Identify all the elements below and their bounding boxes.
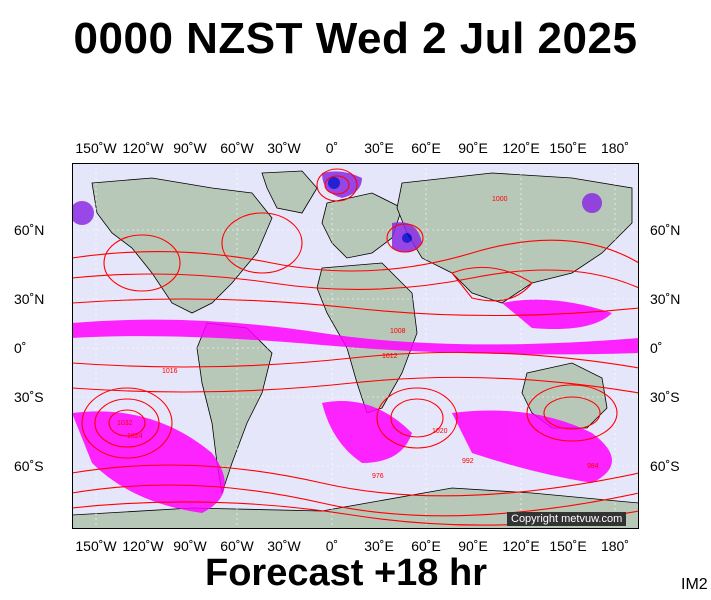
lon-label-top: 120˚W xyxy=(122,140,164,156)
lat-label-right: 30˚N xyxy=(650,291,681,307)
lat-label-right: 0˚ xyxy=(650,340,663,356)
lon-label-bottom: 30˚W xyxy=(267,538,301,554)
isobar-label: 1024 xyxy=(127,433,143,440)
lon-label-bottom: 60˚E xyxy=(411,538,441,554)
lon-label-top: 150˚E xyxy=(549,140,587,156)
graticule xyxy=(72,163,639,529)
lon-label-top: 30˚W xyxy=(267,140,301,156)
weather-map: 1016 1024 1032 1008 1000 1012 992 984 97… xyxy=(72,163,639,529)
lon-label-top: 90˚E xyxy=(458,140,488,156)
lat-label-right: 30˚S xyxy=(650,389,680,405)
lat-label-left: 60˚S xyxy=(14,458,44,474)
isobar-label: 1012 xyxy=(382,353,398,360)
isobar-label: 1016 xyxy=(162,368,178,375)
lon-label-bottom: 120˚E xyxy=(502,538,540,554)
lon-label-bottom: 30˚E xyxy=(364,538,394,554)
forecast-label: Forecast +18 hr xyxy=(205,552,487,594)
lon-label-top: 150˚W xyxy=(75,140,117,156)
lon-label-top: 60˚W xyxy=(220,140,254,156)
greenland xyxy=(261,170,318,214)
australia xyxy=(521,362,608,429)
lon-label-top: 0˚ xyxy=(325,140,339,156)
north-america xyxy=(91,177,273,314)
image-code: IM2 xyxy=(681,576,708,593)
isobar-label: 1000 xyxy=(492,196,508,203)
map-canvas: 1016 1024 1032 1008 1000 1012 992 984 97… xyxy=(72,163,639,529)
map-title: 0000 NZST Wed 2 Jul 2025 xyxy=(73,14,638,63)
lon-label-bottom: 90˚E xyxy=(458,538,488,554)
isobar-label: 1020 xyxy=(432,428,448,435)
isobar-label: 984 xyxy=(587,463,599,470)
europe xyxy=(321,192,403,259)
lon-label-bottom: 180˚ xyxy=(600,538,630,554)
lat-label-right: 60˚S xyxy=(650,458,680,474)
isobars xyxy=(72,168,639,526)
asia xyxy=(396,172,633,304)
isobar-label: 992 xyxy=(462,458,474,465)
land-masses xyxy=(72,170,639,529)
lon-label-bottom: 90˚W xyxy=(173,538,207,554)
isobar-label: 976 xyxy=(372,473,384,480)
lon-label-top: 180˚ xyxy=(600,140,630,156)
lon-label-bottom: 60˚W xyxy=(220,538,254,554)
lat-label-right: 60˚N xyxy=(650,222,681,238)
isobar-labels: 1016 1024 1032 1008 1000 1012 992 984 97… xyxy=(117,196,599,480)
lat-label-left: 30˚N xyxy=(14,291,45,307)
lon-label-bottom: 0˚ xyxy=(325,538,339,554)
lon-label-bottom: 150˚E xyxy=(549,538,587,554)
lon-label-top: 90˚W xyxy=(173,140,207,156)
antarctica xyxy=(72,487,639,529)
lon-label-bottom: 120˚W xyxy=(122,538,164,554)
copyright-label: Copyright metvuw.com xyxy=(507,512,627,526)
isobar-label: 1032 xyxy=(117,420,133,427)
map-frame xyxy=(72,163,639,529)
lon-label-top: 60˚E xyxy=(411,140,441,156)
lon-label-top: 30˚E xyxy=(364,140,394,156)
lat-label-left: 0˚ xyxy=(14,340,27,356)
lat-label-left: 30˚S xyxy=(14,389,44,405)
lon-label-bottom: 150˚W xyxy=(75,538,117,554)
lat-label-left: 60˚N xyxy=(14,222,45,238)
lon-label-top: 120˚E xyxy=(502,140,540,156)
isobar-label: 1008 xyxy=(390,328,406,335)
